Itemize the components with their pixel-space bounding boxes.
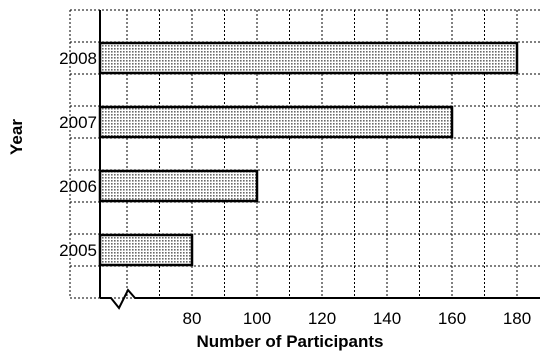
y-tick-label-2008: 2008 [59, 49, 97, 68]
x-tick-label-140: 140 [373, 309, 401, 328]
y-tick-label-2007: 2007 [59, 113, 97, 132]
x-axis-title: Number of Participants [196, 332, 383, 351]
x-tick-labels: 80 100 120 140 160 180 [183, 309, 532, 328]
axes [99, 10, 540, 310]
x-tick-label-180: 180 [503, 309, 531, 328]
x-tick-label-100: 100 [243, 309, 271, 328]
bar-2008 [98, 41, 519, 75]
bars [98, 41, 519, 267]
x-tick-label-160: 160 [438, 309, 466, 328]
x-axis-break-line [100, 288, 540, 310]
y-axis-title: Year [7, 119, 26, 155]
bar-2007 [98, 105, 454, 139]
bar-2006 [98, 169, 259, 203]
y-tick-label-2005: 2005 [59, 241, 97, 260]
y-tick-labels: 2008 2007 2006 2005 [59, 49, 97, 260]
x-tick-label-80: 80 [183, 309, 202, 328]
y-tick-label-2006: 2006 [59, 177, 97, 196]
x-tick-label-120: 120 [308, 309, 336, 328]
bar-2005 [98, 233, 194, 267]
